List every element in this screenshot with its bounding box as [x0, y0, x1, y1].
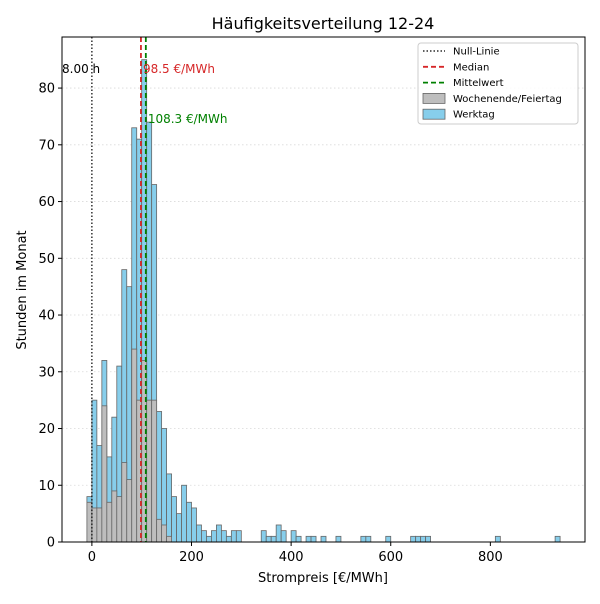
- histogram-bar-werktag: [235, 530, 242, 543]
- x-axis-label: Strompreis [€/MWh]: [258, 571, 388, 586]
- histogram-bar-wochenende: [151, 399, 158, 543]
- y-tick-label: 20: [38, 422, 55, 437]
- x-tick-label: 200: [179, 550, 204, 565]
- histogram-bar-werktag: [290, 530, 297, 543]
- histogram-bar-werktag: [171, 496, 177, 543]
- histogram-bar-wochenende: [116, 496, 123, 543]
- plot-frame: [61, 36, 586, 543]
- y-tick-label: 40: [38, 309, 55, 324]
- annotation-layer: 8.00 h 98.5 €/MWh 108.3 €/MWh: [62, 62, 228, 126]
- histogram-bar-werktag: [494, 535, 501, 543]
- histogram-bar-wochenende: [121, 462, 128, 543]
- histogram-bar-wochenende: [96, 507, 103, 543]
- null-line-annotation: 8.00 h: [62, 62, 100, 76]
- legend-label-werktag: Werktag: [453, 110, 495, 121]
- reference-lines-layer: [91, 37, 147, 542]
- median-annotation: 98.5 €/MWh: [143, 62, 215, 76]
- mean-annotation: 108.3 €/MWh: [148, 112, 228, 126]
- histogram-bar-wochenende: [106, 501, 113, 543]
- histogram-bar-werktag: [225, 535, 232, 543]
- y-tick-label: 50: [38, 252, 55, 267]
- histogram-bar-werktag: [270, 535, 277, 543]
- histogram-bar-wochenende: [131, 348, 138, 543]
- histogram-bar-werktag: [305, 535, 312, 543]
- x-tick-label: 600: [378, 550, 403, 565]
- histogram-bar-werktag: [211, 530, 217, 543]
- legend-label-wochenende: Wochenende/Feiertag: [453, 94, 562, 105]
- histogram-bar-werktag: [260, 530, 267, 543]
- legend-box: [417, 42, 579, 125]
- histogram-bar-werktag: [320, 535, 327, 543]
- histogram-bar-wochenende: [101, 405, 108, 543]
- histogram-bar-werktag: [410, 535, 417, 543]
- histogram-bar-wochenende: [86, 501, 93, 543]
- histogram-bar-werktag: [554, 535, 561, 543]
- histogram-bar-werktag: [265, 535, 272, 543]
- histogram-bar-werktag: [385, 535, 392, 543]
- histogram-bar-werktag: [280, 530, 287, 543]
- histogram-bar-werktag: [216, 524, 222, 543]
- histogram-bar-wochenende: [126, 479, 133, 543]
- legend-label-mean: Mittelwert: [453, 78, 504, 89]
- histogram-bar-wochenende: [146, 399, 153, 543]
- histogram-bar-wochenende: [156, 518, 163, 543]
- histogram-bar-werktag: [310, 535, 317, 543]
- histogram-bar-wochenende: [111, 490, 118, 543]
- histogram-bar-werktag: [360, 535, 367, 543]
- histogram-bar-werktag: [420, 535, 427, 543]
- grid-layer: [62, 87, 585, 486]
- y-axis-label: Stunden im Monat: [15, 230, 30, 349]
- histogram-bar-werktag: [295, 535, 302, 543]
- histogram-bar-werktag: [206, 535, 212, 543]
- legend-swatch-werktag: [422, 108, 446, 120]
- y-tick-label: 10: [38, 479, 55, 494]
- histogram-bar-werktag: [220, 530, 227, 543]
- legend-label-null-line: Null-Linie: [453, 47, 500, 58]
- histogram-bar-werktag: [166, 473, 172, 543]
- histogram-bar-werktag: [196, 524, 202, 543]
- histogram-bar-werktag: [230, 530, 237, 543]
- y-tick-label: 0: [47, 536, 55, 551]
- histogram-bar-werktag: [415, 535, 422, 543]
- histogram-bar-wochenende: [166, 535, 172, 543]
- x-tick-label: 400: [279, 550, 304, 565]
- histogram-bar-wochenende: [161, 524, 168, 543]
- y-tick-label: 80: [38, 82, 55, 97]
- y-tick-label: 60: [38, 195, 55, 210]
- histogram-bar-werktag: [275, 524, 282, 543]
- histogram-bar-werktag: [335, 535, 342, 543]
- histogram-bar-wochenende: [91, 507, 98, 543]
- histogram-bar-werktag: [186, 501, 192, 543]
- histogram-bar-werktag: [365, 535, 372, 543]
- histogram-bar-werktag: [181, 484, 187, 543]
- x-tick-label: 800: [478, 550, 503, 565]
- histogram-bar-wochenende: [141, 360, 148, 543]
- chart-title: Häufigkeitsverteilung 12-24: [212, 14, 435, 33]
- histogram-bar-werktag: [425, 535, 431, 543]
- legend-label-median: Median: [453, 62, 489, 73]
- y-tick-label: 70: [38, 138, 55, 153]
- legend: Null-Linie Median Mittelwert Wochenende/Fei…: [417, 42, 579, 125]
- histogram-bar-werktag: [176, 513, 182, 543]
- bars-layer: [86, 59, 561, 543]
- histogram-bar-werktag: [191, 507, 197, 543]
- legend-swatch-wochenende: [422, 93, 446, 104]
- histogram-bar-werktag: [201, 530, 207, 543]
- y-tick-label: 30: [38, 365, 55, 380]
- x-tick-label: 0: [88, 550, 96, 565]
